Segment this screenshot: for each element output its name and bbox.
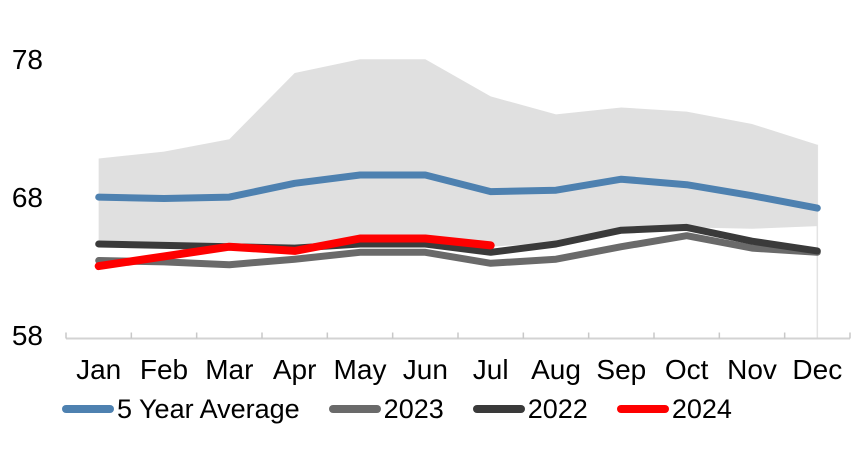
x-axis-labels: Jan Feb Mar Apr May Jun Jul Aug Sep Oct Nov Dec <box>76 354 842 385</box>
x-tick-label-jan: Jan <box>76 354 121 385</box>
legend-item-2024: 2024 <box>616 394 732 424</box>
five-year-range-band <box>98 59 818 249</box>
x-tick-label-oct: Oct <box>665 354 709 385</box>
y-tick-label: 58 <box>12 320 43 351</box>
series-line-2024 <box>94 234 495 271</box>
x-tick-label-sep: Sep <box>596 354 646 385</box>
chart-legend: 5 Year Average 2023 2022 2024 <box>62 394 732 424</box>
x-tick-label-mar: Mar <box>205 354 253 385</box>
y-tick-label: 78 <box>12 44 43 75</box>
x-tick-label-dec: Dec <box>792 354 842 385</box>
legend-item-2023: 2023 <box>328 394 444 424</box>
x-tick-label-nov: Nov <box>727 354 777 385</box>
five-year-range-band <box>98 59 818 249</box>
x-tick-label-aug: Aug <box>531 354 581 385</box>
x-tick-label-jul: Jul <box>473 354 509 385</box>
legend-item-2022: 2022 <box>472 394 588 424</box>
x-tick-label-feb: Feb <box>140 354 188 385</box>
x-tick-label-may: May <box>334 354 387 385</box>
legend-label: 5 Year Average <box>117 394 300 424</box>
legend-label: 2023 <box>383 394 444 424</box>
legend-label: 2024 <box>671 394 732 424</box>
y-axis-labels: 58 68 78 <box>12 44 43 351</box>
legend-swatch <box>328 405 381 413</box>
legend-swatch <box>472 405 525 413</box>
x-tick-label-apr: Apr <box>273 354 317 385</box>
legend-swatch <box>62 405 114 413</box>
y-tick-label: 68 <box>12 182 43 213</box>
series-line-2023 <box>95 232 821 269</box>
x-axis <box>65 332 851 340</box>
series-lines <box>94 171 821 271</box>
series-line-5-year-average <box>95 171 821 212</box>
legend-swatch <box>616 405 669 413</box>
legend-label: 2022 <box>527 394 588 424</box>
x-tick-label-jun: Jun <box>403 354 448 385</box>
legend-item-5-year-average: 5 Year Average <box>62 394 300 424</box>
